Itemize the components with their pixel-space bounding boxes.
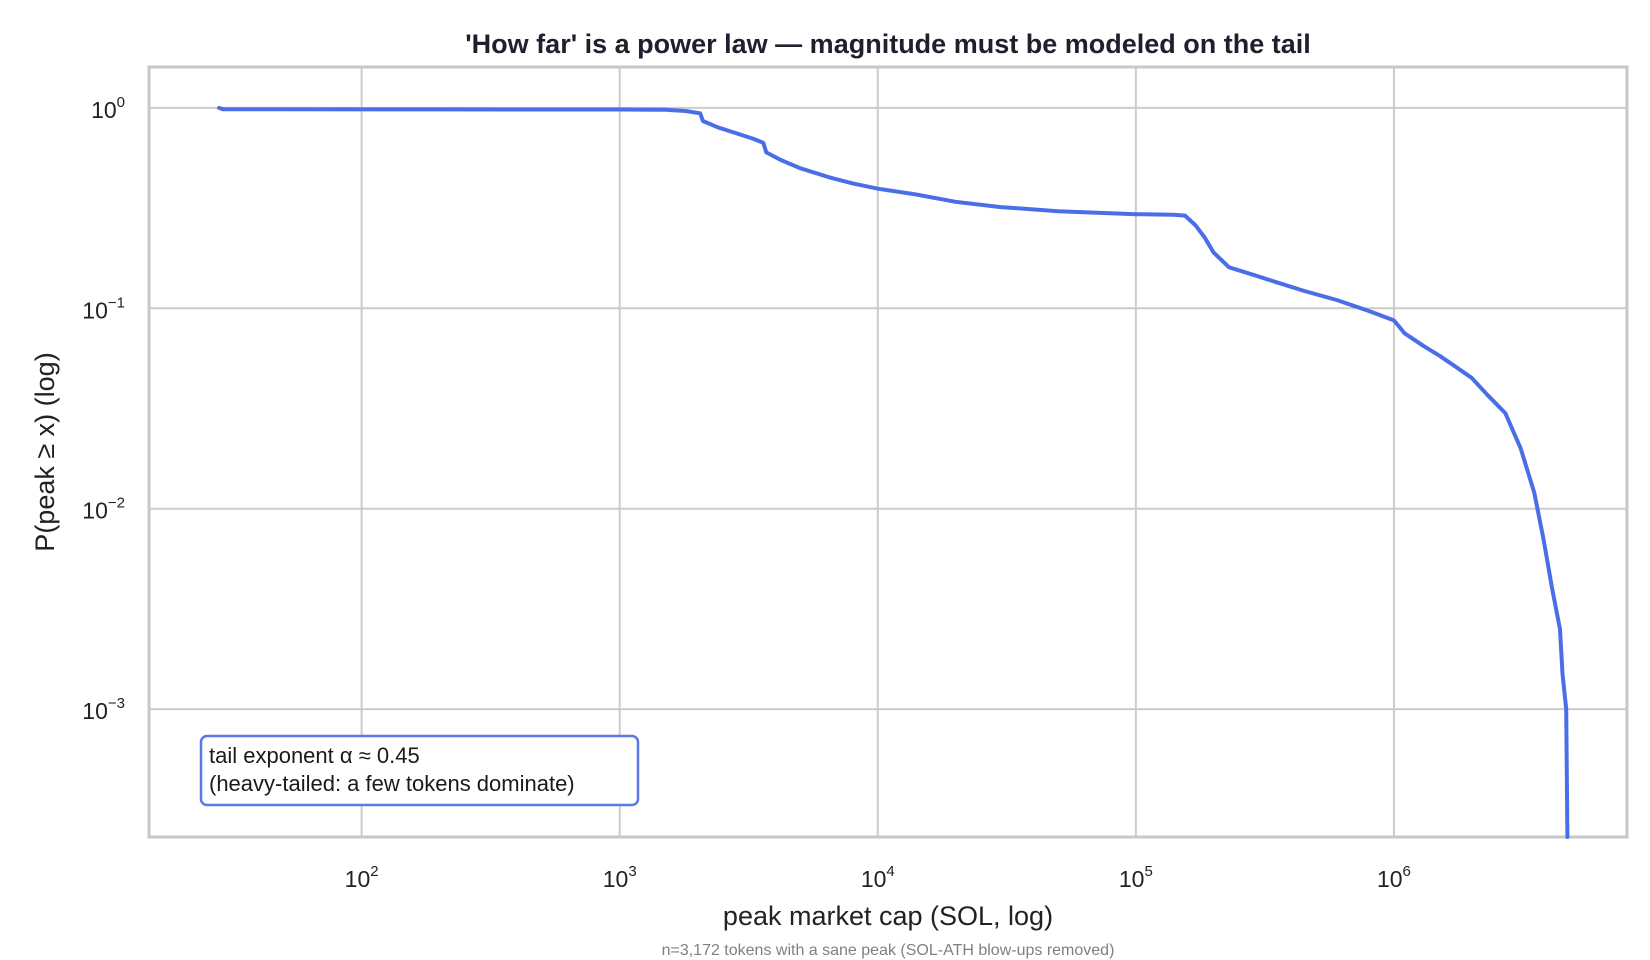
x-tick-label: 105 [1119,863,1153,892]
line-layer [217,105,1570,839]
tail-exponent-annotation: tail exponent α ≈ 0.45 (heavy-tailed: a … [199,734,640,807]
x-tick-label: 103 [603,863,637,892]
tick-layer: 102 103 104 105 106 100 10−1 10−2 10−3 [82,94,1411,892]
plot-frame [147,65,1629,839]
x-tick-label: 104 [861,863,895,892]
x-tick-label: 106 [1377,863,1411,892]
annotation-box [199,734,640,807]
grid-layer [149,67,1627,837]
annotation-line-1: tail exponent α ≈ 0.45 [209,743,420,768]
ccdf-series-line [217,105,1570,839]
annotation-line-2: (heavy-tailed: a few tokens dominate) [209,771,575,796]
y-axis-label: P(peak ≥ x) (log) [30,352,60,551]
y-tick-label: 10−3 [82,695,125,724]
y-tick-label: 10−1 [82,294,125,323]
x-axis-label: peak market cap (SOL, log) [723,901,1053,931]
chart-title: 'How far' is a power law — magnitude mus… [465,29,1310,59]
chart-footnote: n=3,172 tokens with a sane peak (SOL-ATH… [662,942,1115,959]
x-tick-label: 102 [345,863,379,892]
y-tick-label: 100 [91,94,125,123]
y-tick-label: 10−2 [82,495,125,524]
